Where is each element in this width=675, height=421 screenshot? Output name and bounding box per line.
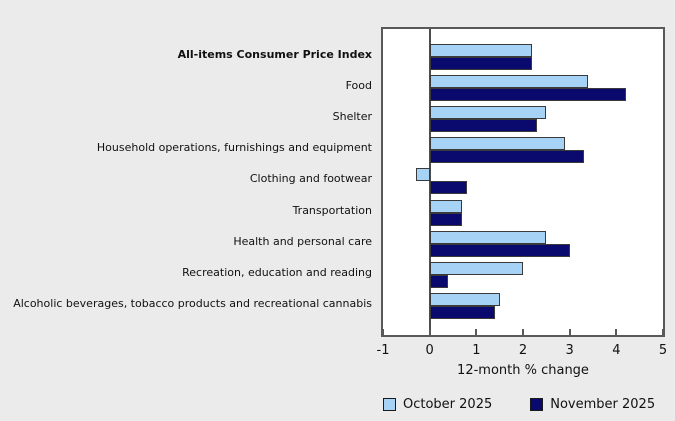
x-tick-label: 4 bbox=[612, 343, 621, 358]
legend-label-october: October 2025 bbox=[403, 397, 493, 412]
category-label: Recreation, education and reading bbox=[182, 265, 372, 279]
bar-november bbox=[429, 150, 584, 164]
x-tick-mark bbox=[615, 329, 618, 335]
bar-november bbox=[429, 57, 533, 70]
category-label: Clothing and footwear bbox=[249, 172, 372, 186]
x-tick-label: 3 bbox=[565, 343, 574, 358]
x-tick-mark bbox=[475, 329, 478, 335]
x-tick-label: 0 bbox=[425, 343, 434, 358]
legend-swatch-october bbox=[383, 398, 396, 411]
x-tick-label: 2 bbox=[518, 343, 528, 358]
category-label: Shelter bbox=[332, 110, 372, 124]
bar-november bbox=[429, 119, 537, 133]
bar-october bbox=[429, 44, 533, 57]
x-tick-mark bbox=[662, 329, 664, 335]
bar-november bbox=[429, 212, 463, 226]
x-tick-label: 1 bbox=[472, 343, 481, 358]
bar-november bbox=[429, 88, 626, 102]
legend: October 2025 November 2025 bbox=[383, 397, 655, 412]
bar-october bbox=[429, 261, 523, 275]
category-label: All-items Consumer Price Index bbox=[177, 48, 372, 61]
bar-october bbox=[429, 292, 500, 306]
bar-october bbox=[415, 168, 430, 182]
legend-swatch-november bbox=[530, 398, 544, 411]
bar-november bbox=[429, 305, 495, 319]
bar-october bbox=[429, 199, 463, 213]
category-label: Household operations, furnishings and eq… bbox=[96, 141, 372, 155]
bar-november bbox=[429, 243, 570, 257]
x-tick-mark bbox=[522, 329, 524, 335]
category-label: Transportation bbox=[292, 203, 372, 217]
category-label: Food bbox=[345, 79, 372, 93]
x-tick-label: -1 bbox=[376, 343, 390, 358]
bar-october bbox=[429, 106, 547, 120]
x-tick-label: 5 bbox=[658, 343, 668, 358]
bar-october bbox=[429, 75, 589, 89]
legend-label-november: November 2025 bbox=[550, 397, 656, 412]
legend-item-october: October 2025 bbox=[383, 397, 492, 412]
category-label: Alcoholic beverages, tobacco products an… bbox=[13, 296, 372, 310]
x-axis-title: 12-month % change bbox=[457, 363, 589, 378]
category-label: Health and personal care bbox=[233, 234, 372, 248]
bar-october bbox=[429, 137, 565, 151]
plot-area bbox=[381, 27, 665, 337]
bar-november bbox=[429, 181, 467, 195]
category-axis: All-items Consumer Price Index Food Shelte… bbox=[13, 48, 372, 310]
x-tick-mark bbox=[382, 329, 384, 335]
bar-november bbox=[429, 274, 449, 288]
x-tick-mark bbox=[568, 329, 571, 335]
bar-october bbox=[429, 230, 547, 244]
legend-item-november: November 2025 bbox=[530, 397, 655, 412]
x-tick-mark bbox=[428, 329, 431, 335]
